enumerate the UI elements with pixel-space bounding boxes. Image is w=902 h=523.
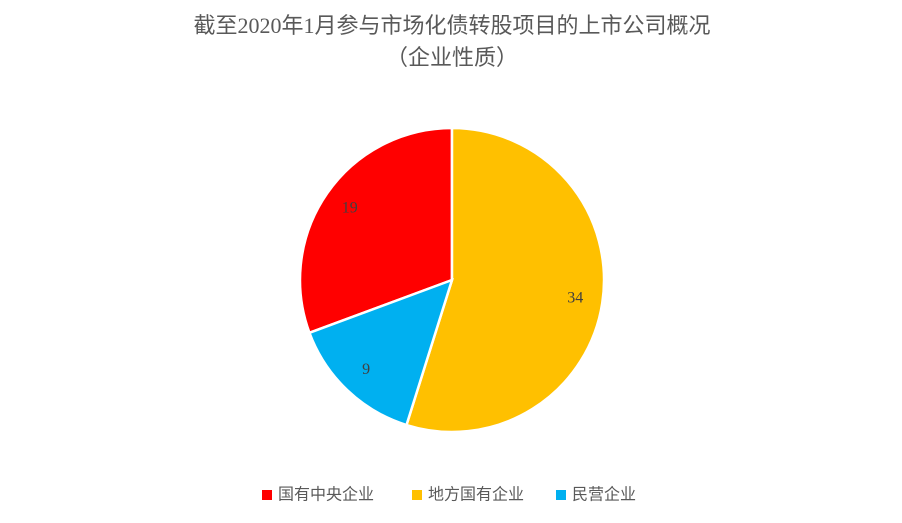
data-label: 9 <box>362 361 370 378</box>
legend-label: 地方国有企业 <box>428 486 524 504</box>
legend-label: 国有中央企业 <box>278 486 374 504</box>
legend-label: 民营企业 <box>572 486 636 504</box>
pie-slice <box>298 126 454 335</box>
chart-title: 截至2020年1月参与市场化债转股项目的上市公司概况 <box>193 13 710 38</box>
legend-swatch <box>556 490 566 500</box>
pie-slice <box>404 126 606 434</box>
data-label: 19 <box>342 199 358 216</box>
chart-subtitle: （企业性质） <box>386 45 518 70</box>
pie-slice <box>307 277 454 427</box>
legend-swatch <box>412 490 422 500</box>
data-label: 34 <box>567 290 583 307</box>
legend-swatch <box>262 490 272 500</box>
